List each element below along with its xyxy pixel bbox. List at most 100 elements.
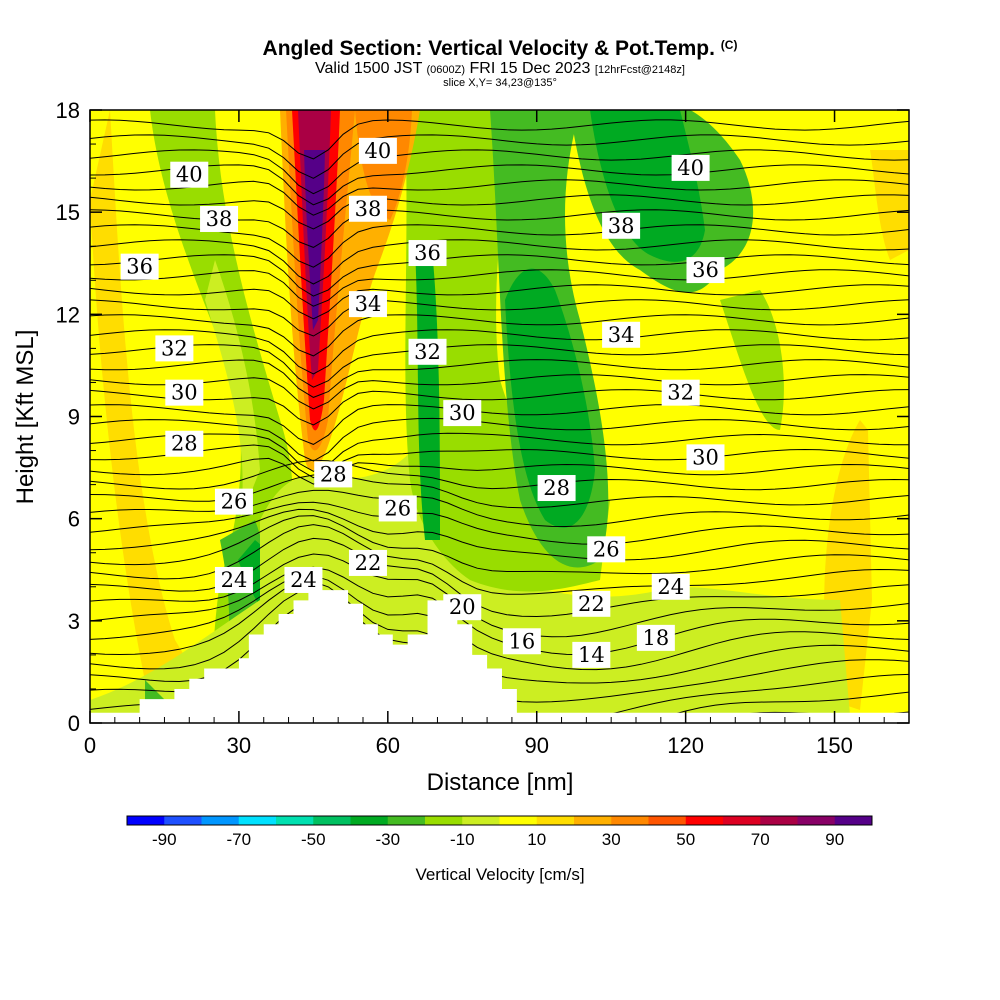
colorbar-swatch [425, 816, 463, 825]
theta-label-text: 36 [126, 255, 153, 279]
theta-label-bg [651, 573, 690, 600]
theta-label-bg [165, 379, 204, 406]
theta-label-bg [378, 495, 417, 522]
theta-label-bg [661, 379, 700, 406]
theta-label-text: 16 [508, 629, 535, 653]
isentrope-line [90, 149, 909, 195]
theta-label-bg [602, 321, 641, 348]
colorbar-swatch [387, 816, 426, 825]
theta-label: 28 [537, 475, 576, 502]
colorbar-frame [126, 815, 873, 826]
isentrope-line [90, 224, 909, 268]
y-tick-label: 12 [56, 302, 80, 327]
theta-label-text: 20 [449, 595, 476, 619]
theta-label-text: 38 [206, 207, 233, 231]
isentrope-line [90, 269, 909, 307]
theta-label: 32 [155, 335, 194, 362]
theta-label: 40 [358, 137, 397, 164]
theta-label-bg [686, 444, 725, 471]
theta-label-text: 30 [692, 445, 719, 469]
theta-label: 40 [170, 161, 209, 188]
theta-label-bg [636, 624, 675, 651]
theta-label-text: 40 [365, 139, 392, 163]
isentrope-line [90, 254, 909, 297]
theta-label: 14 [572, 641, 611, 668]
downdraft-east-fringe [720, 290, 784, 430]
colorbar-swatch [834, 816, 873, 825]
colorbar-tick-label: -50 [301, 830, 326, 849]
theta-label-bg [587, 536, 626, 563]
colorbar-tick-label: -10 [450, 830, 475, 849]
theta-label: 28 [165, 430, 204, 457]
colorbar-swatch [723, 816, 761, 825]
colorbar-tick-label: 70 [751, 830, 770, 849]
subtitle-utc: (0600Z) [426, 64, 466, 76]
theta-label: 32 [408, 338, 447, 365]
colorbar-swatch [164, 816, 202, 825]
theta-label: 28 [314, 461, 353, 488]
theta-label: 36 [408, 240, 447, 267]
theta-label-bg [443, 594, 482, 621]
isentrope-line [90, 515, 909, 575]
theta-label-text: 22 [578, 592, 605, 616]
colorbar-swatch [536, 816, 575, 825]
theta-label: 32 [661, 379, 700, 406]
theta-label-bg [572, 641, 611, 668]
colorbar-swatch [760, 816, 798, 825]
theta-label: 26 [587, 536, 626, 563]
theta-label: 24 [651, 573, 690, 600]
theta-label-text: 26 [593, 537, 620, 561]
theta-label: 22 [572, 590, 611, 617]
theta-label-text: 14 [578, 643, 605, 667]
theta-label-text: 32 [667, 381, 694, 405]
theta-label: 26 [378, 495, 417, 522]
theta-label: 22 [348, 549, 387, 576]
theta-label: 34 [348, 291, 387, 318]
theta-label: 30 [443, 400, 482, 427]
x-tick-label: 60 [376, 733, 400, 758]
theta-label: 26 [214, 488, 253, 515]
isentrope-line [90, 164, 909, 206]
isentrope-line [90, 299, 909, 337]
colorbar-swatch [797, 816, 836, 825]
subtitle-date: FRI 15 Dec 2023 [469, 60, 591, 77]
theta-label: 40 [671, 154, 710, 181]
colorbar-swatch [611, 816, 649, 825]
theta-label: 30 [165, 379, 204, 406]
updraft-column-core [304, 150, 325, 330]
chart-subtitle: Valid 1500 JST (0600Z) FRI 15 Dec 2023 [… [0, 60, 1000, 78]
colorbar-swatch [648, 816, 687, 825]
updraft-upper-east [355, 110, 412, 220]
isentrope-line [90, 501, 909, 545]
y-tick-label: 18 [56, 98, 80, 123]
slice-info: slice X,Y= 34,23@135° [443, 77, 557, 89]
theta-label-bg [314, 461, 353, 488]
colorbar-title: Vertical Velocity [cm/s] [415, 865, 584, 884]
theta-label: 38 [602, 212, 641, 239]
theta-label-text: 38 [608, 214, 635, 238]
colorbar: -90 -70 -50 -30 -10 10 30 50 70 90 [126, 815, 873, 849]
theta-label-bg [572, 590, 611, 617]
downdraft-upper-east-core [590, 110, 705, 262]
theta-label-bg [155, 335, 194, 362]
theta-label-bg [408, 338, 447, 365]
downdraft-east-core [505, 268, 595, 528]
theta-label: 36 [120, 253, 159, 280]
x-axis-title: Distance [nm] [427, 769, 574, 796]
isentrope-line [90, 417, 909, 462]
isentrope-line [90, 575, 909, 671]
subtitle-valid: Valid 1500 JST [315, 60, 423, 77]
colorbar-tick-label: 10 [527, 830, 546, 849]
theta-label-text: 28 [543, 476, 570, 500]
colorbar-tick-label: -90 [152, 830, 177, 849]
theta-label-bg [200, 205, 239, 232]
y-tick-label: 15 [56, 200, 80, 225]
theta-label-text: 32 [161, 336, 188, 360]
colorbar-tick-label: 50 [676, 830, 695, 849]
colorbar-swatch [201, 816, 240, 825]
colorbar-swatch [685, 816, 724, 825]
theta-label-text: 40 [176, 163, 203, 187]
